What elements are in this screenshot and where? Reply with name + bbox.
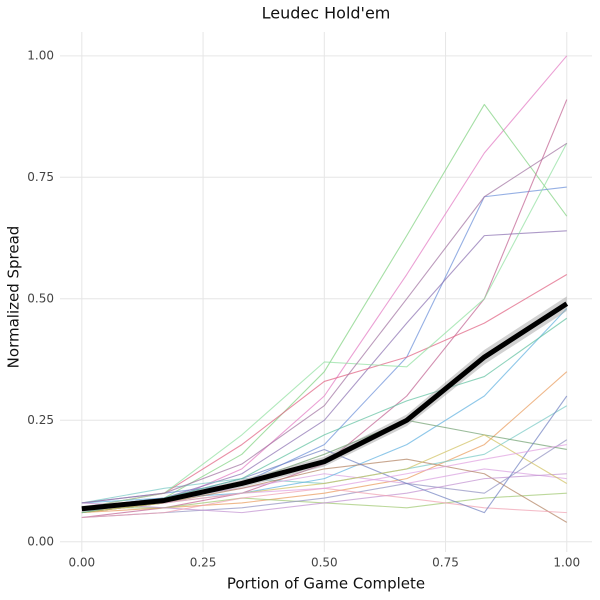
x-axis-label: Portion of Game Complete — [227, 575, 425, 593]
x-tick-label: 0.75 — [432, 556, 459, 570]
y-tick-label: 1.00 — [27, 48, 54, 62]
y-tick-label: 0.50 — [27, 291, 54, 305]
x-tick-label: 0.25 — [190, 556, 217, 570]
x-tick-label: 0.00 — [68, 556, 95, 570]
game-line — [81, 473, 567, 514]
y-tick-label: 0.25 — [27, 413, 54, 427]
mean-line — [81, 301, 569, 512]
x-tick-label: 1.00 — [553, 556, 580, 570]
chart-title: Leudec Hold'em — [262, 4, 391, 23]
y-tick-label: 0.75 — [27, 170, 54, 184]
y-tick-label: 0.00 — [27, 534, 54, 548]
game-line — [81, 142, 568, 504]
y-axis-label: Normalized Spread — [5, 226, 23, 369]
x-tick-label: 0.50 — [311, 556, 338, 570]
